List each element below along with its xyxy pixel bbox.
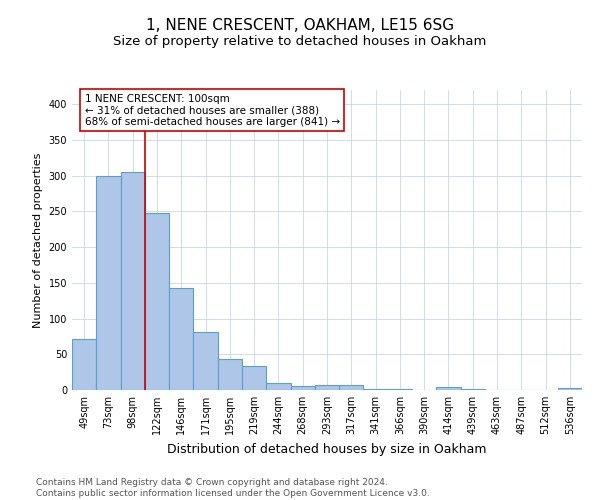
- Bar: [242, 366, 266, 390]
- Text: Contains HM Land Registry data © Crown copyright and database right 2024.
Contai: Contains HM Land Registry data © Crown c…: [36, 478, 430, 498]
- Bar: [558, 388, 582, 390]
- X-axis label: Distribution of detached houses by size in Oakham: Distribution of detached houses by size …: [167, 442, 487, 456]
- Bar: [339, 385, 364, 390]
- Bar: [72, 338, 96, 390]
- Bar: [169, 288, 193, 390]
- Bar: [436, 387, 461, 390]
- Text: 1, NENE CRESCENT, OAKHAM, LE15 6SG: 1, NENE CRESCENT, OAKHAM, LE15 6SG: [146, 18, 454, 32]
- Bar: [145, 213, 169, 390]
- Y-axis label: Number of detached properties: Number of detached properties: [33, 152, 43, 328]
- Bar: [266, 383, 290, 390]
- Bar: [290, 386, 315, 390]
- Bar: [96, 176, 121, 390]
- Bar: [364, 388, 388, 390]
- Bar: [121, 172, 145, 390]
- Text: 1 NENE CRESCENT: 100sqm
← 31% of detached houses are smaller (388)
68% of semi-d: 1 NENE CRESCENT: 100sqm ← 31% of detache…: [85, 94, 340, 127]
- Bar: [193, 332, 218, 390]
- Bar: [218, 358, 242, 390]
- Bar: [315, 385, 339, 390]
- Text: Size of property relative to detached houses in Oakham: Size of property relative to detached ho…: [113, 35, 487, 48]
